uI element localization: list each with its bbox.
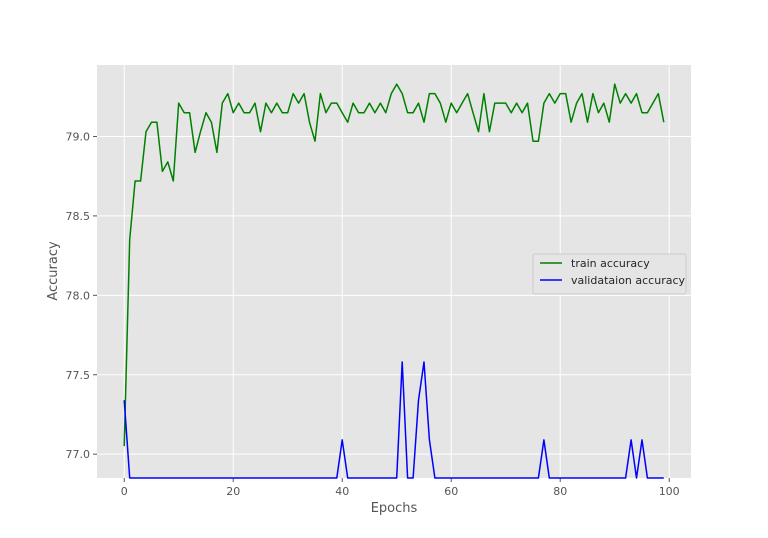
legend-box [532, 253, 687, 295]
x-tick-label: 0 [121, 485, 128, 498]
train-accuracy-line [123, 83, 665, 447]
x-tick-label: 100 [659, 485, 680, 498]
grid [97, 65, 691, 478]
y-tick-label: 78.0 [66, 289, 91, 302]
x-tick-label: 20 [226, 485, 240, 498]
y-tick-label: 77.5 [66, 369, 91, 382]
y-tick-label: 78.5 [66, 210, 91, 223]
axis-ticks: 0 20 40 60 80 100 77.0 77.5 78.0 78.5 79.0 [66, 130, 680, 498]
legend: train accuracy validataion accuracy [532, 253, 687, 295]
validation-accuracy-line [123, 361, 664, 479]
x-axis-label: Epochs [371, 501, 418, 516]
y-tick-label: 77.0 [66, 448, 91, 461]
legend-label-train: train accuracy [571, 257, 650, 270]
y-axis-label: Accuracy [46, 241, 61, 301]
x-tick-label: 80 [553, 485, 567, 498]
x-tick-label: 40 [335, 485, 349, 498]
series-group [123, 83, 665, 479]
x-tick-label: 60 [444, 485, 458, 498]
legend-label-validation: validataion accuracy [571, 274, 686, 287]
y-tick-label: 79.0 [66, 130, 91, 143]
